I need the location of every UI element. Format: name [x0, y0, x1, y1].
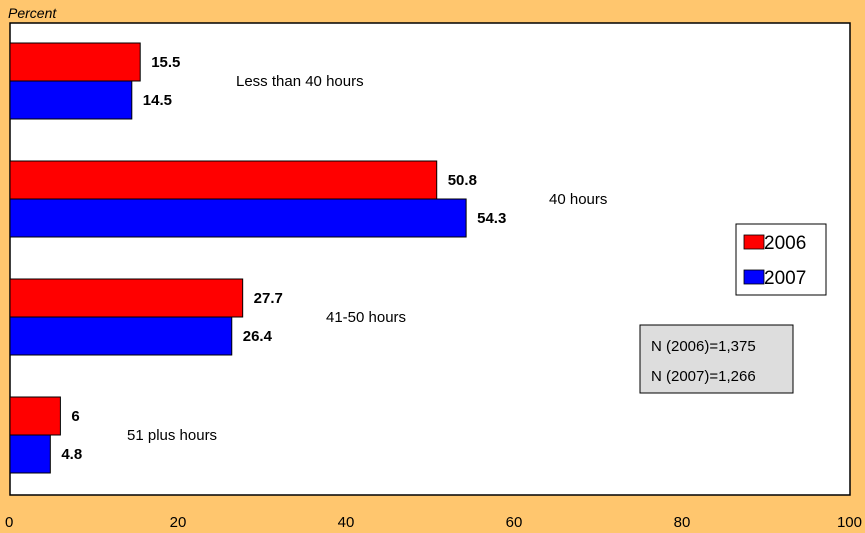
x-tick-label: 100: [837, 514, 862, 531]
note-line-1: N (2006)=1,375: [651, 338, 756, 355]
note-line-2: N (2007)=1,266: [651, 368, 756, 385]
x-tick-label: 0: [5, 514, 13, 531]
data-label: 14.5: [143, 92, 172, 109]
data-label: 6: [71, 408, 79, 425]
bar-2006-2: [9, 278, 244, 318]
data-label: 27.7: [254, 290, 283, 307]
bar-2007-3: [9, 434, 51, 474]
plot-area: [9, 22, 851, 496]
bar-2007-0: [9, 80, 133, 120]
note-box: [639, 324, 794, 394]
legend: 2006 2007: [735, 223, 827, 296]
legend-label-2006: 2006: [764, 233, 806, 254]
data-label: 54.3: [477, 210, 506, 227]
x-tick-label: 60: [506, 514, 523, 531]
legend-swatch-2006: [743, 234, 765, 250]
bar-2006-1: [9, 160, 438, 200]
x-axis-ticks: 0 20 40 60 80 100: [5, 514, 862, 531]
category-label: 40 hours: [549, 191, 607, 208]
sample-size-note: N (2006)=1,375 N (2007)=1,266: [639, 324, 794, 394]
category-label: Less than 40 hours: [236, 73, 364, 90]
data-label: 26.4: [243, 328, 273, 345]
category-label: 41-50 hours: [326, 309, 406, 326]
bar-2007-1: [9, 198, 467, 238]
data-label: 4.8: [61, 446, 82, 463]
legend-swatch-2007: [743, 269, 765, 285]
bars: [9, 42, 467, 474]
bar-2006-3: [9, 396, 61, 436]
legend-label-2007: 2007: [764, 268, 806, 289]
y-axis-label: Percent: [8, 5, 57, 21]
category-label: 51 plus hours: [127, 427, 217, 444]
data-label: 15.5: [151, 54, 180, 71]
data-label: 50.8: [448, 172, 477, 189]
bar-2006-0: [9, 42, 141, 82]
x-tick-label: 20: [170, 514, 187, 531]
x-tick-label: 80: [674, 514, 691, 531]
bar-2007-2: [9, 316, 233, 356]
labels: 15.5 14.5 Less than 40 hours 50.8 54.3 40 hou…: [61, 54, 607, 463]
x-tick-label: 40: [338, 514, 355, 531]
